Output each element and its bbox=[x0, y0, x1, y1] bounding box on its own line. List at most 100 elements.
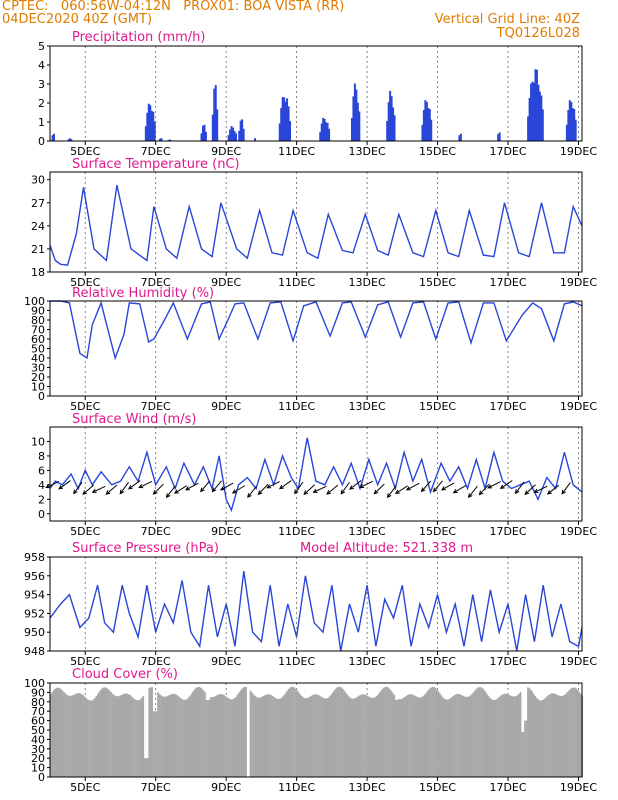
cloud-bar bbox=[362, 694, 365, 777]
cloud-bar bbox=[575, 688, 578, 777]
cloud-bar bbox=[161, 696, 164, 777]
cloud-bar bbox=[333, 690, 335, 777]
cloud-bar bbox=[577, 690, 579, 777]
cloud-bar bbox=[345, 692, 347, 777]
cloud-bar bbox=[571, 687, 573, 777]
cloud-bar bbox=[77, 693, 80, 777]
cloud-bar bbox=[331, 692, 334, 777]
cloud-bar bbox=[516, 695, 519, 777]
cloud-bar bbox=[566, 692, 569, 777]
cloud-bar bbox=[518, 693, 520, 777]
y-tick-label: 50 bbox=[31, 724, 45, 737]
wind-arrow-head bbox=[373, 489, 379, 495]
cloud-bar bbox=[152, 711, 155, 777]
cloud-bar bbox=[234, 697, 237, 777]
y-tick-label: 90 bbox=[31, 686, 45, 699]
y-tick-label: 40 bbox=[31, 733, 45, 746]
cloud-bar bbox=[461, 695, 463, 777]
y-tick-label: 0 bbox=[38, 771, 45, 784]
x-tick-label: 11DEC bbox=[278, 145, 315, 158]
cloud-bar bbox=[164, 696, 167, 777]
cloud-bar bbox=[422, 695, 425, 777]
wind-arrow-head bbox=[231, 489, 237, 494]
wind-arrow-head bbox=[219, 486, 225, 491]
cloud-bar bbox=[218, 694, 221, 777]
cloud-bar bbox=[383, 687, 385, 777]
cloud-bar bbox=[458, 694, 460, 777]
cloud-bar bbox=[107, 688, 109, 777]
precip-bar bbox=[571, 108, 574, 141]
precip-bar bbox=[326, 122, 329, 141]
x-tick-label: 19DEC bbox=[560, 525, 597, 538]
precip-bar bbox=[214, 85, 217, 141]
x-tick-label: 15DEC bbox=[419, 400, 456, 413]
cloud-bar bbox=[95, 696, 98, 777]
cloud-bar bbox=[76, 693, 79, 777]
x-tick-label: 7DEC bbox=[141, 276, 171, 289]
cloud-bar bbox=[255, 696, 258, 777]
cloud-bar bbox=[434, 687, 437, 777]
cloud-bar bbox=[158, 693, 161, 777]
wind-arrow-head bbox=[173, 489, 179, 494]
wind-arrow bbox=[200, 480, 211, 492]
cloud-bar bbox=[397, 699, 400, 777]
precip-bar bbox=[527, 116, 530, 141]
precip-bar bbox=[421, 124, 424, 141]
precip-bar bbox=[150, 110, 153, 141]
x-tick-label: 17DEC bbox=[489, 655, 526, 668]
precip-bar bbox=[425, 101, 428, 141]
cloud-bar bbox=[104, 687, 106, 777]
cloud-bar bbox=[334, 688, 337, 777]
cloud-bar bbox=[491, 699, 494, 777]
precip-bar bbox=[358, 111, 361, 141]
cloud-bar bbox=[102, 687, 105, 777]
cloud-bar bbox=[127, 694, 130, 777]
cloud-bar bbox=[488, 697, 491, 777]
cloud-bar bbox=[321, 697, 324, 777]
wind-arrow bbox=[468, 485, 478, 498]
cloud-bar bbox=[227, 698, 230, 777]
cloud-bar bbox=[374, 697, 377, 777]
y-tick-label: 958 bbox=[24, 551, 45, 564]
cloud-bar bbox=[66, 694, 68, 777]
cloud-bar bbox=[556, 694, 559, 777]
cloud-bar bbox=[466, 696, 469, 777]
cloud-bar bbox=[239, 690, 242, 777]
wind-arrow-head bbox=[45, 484, 51, 489]
cloud-bar bbox=[177, 696, 180, 777]
panel-frame bbox=[49, 556, 583, 652]
cloud-bar bbox=[343, 690, 346, 777]
cloud-bar bbox=[132, 697, 134, 777]
cloud-bar bbox=[189, 695, 192, 777]
wind-arrow bbox=[220, 482, 234, 491]
cloud-bar bbox=[550, 693, 553, 777]
cloud-bar bbox=[339, 686, 341, 777]
wind-arrow bbox=[433, 480, 443, 492]
cloud-bar bbox=[202, 690, 205, 777]
precip-bar bbox=[234, 133, 237, 141]
cloud-bar bbox=[574, 687, 576, 777]
y-tick-label: 30 bbox=[31, 362, 45, 375]
cloud-bar bbox=[521, 731, 523, 777]
cloud-bar bbox=[207, 699, 209, 777]
precip-bar bbox=[287, 106, 290, 141]
wind-arrow bbox=[340, 482, 350, 494]
wind-arrow bbox=[561, 482, 571, 495]
cloud-bar bbox=[474, 690, 476, 777]
precip-bar bbox=[422, 110, 425, 141]
wind-arrow-head bbox=[184, 486, 190, 491]
wind-arrow-head bbox=[152, 490, 158, 495]
cloud-bar bbox=[302, 697, 305, 777]
cloud-bar bbox=[419, 697, 422, 777]
cloud-bar bbox=[505, 693, 507, 777]
cloud-bar bbox=[372, 697, 375, 777]
cloud-bar bbox=[148, 688, 151, 777]
wind-arrow bbox=[303, 484, 315, 495]
cloud-bar bbox=[186, 698, 189, 777]
cloud-bar bbox=[208, 699, 211, 777]
cloud-bar bbox=[547, 695, 550, 777]
cloud-bar bbox=[117, 696, 120, 777]
y-tick-label: 24 bbox=[31, 220, 45, 233]
cloud-bar bbox=[323, 698, 325, 777]
wind-arrow-head bbox=[467, 493, 473, 498]
